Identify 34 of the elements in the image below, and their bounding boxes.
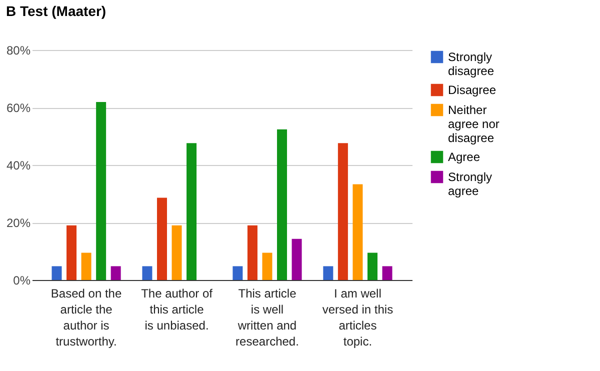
bar [110, 266, 121, 280]
bar [52, 266, 62, 280]
bar [382, 266, 392, 280]
y-tick-label: 40% [6, 158, 31, 172]
bar [81, 252, 92, 280]
bar [156, 198, 167, 280]
legend-label: Disagree [448, 83, 496, 97]
bar [338, 143, 348, 280]
y-tick-label: 60% [6, 101, 31, 115]
legend-label: Neither agree nor disagree [448, 103, 500, 145]
x-tick-label: I am well versed in this articles topic. [322, 286, 394, 348]
bar [292, 238, 302, 280]
chart-title: B Test (Maater) [6, 3, 106, 19]
x-tick-label: This article is well written and researched. [236, 286, 299, 348]
legend-label: Strongly agree [448, 170, 492, 198]
bar [66, 225, 77, 280]
legend-label: Strongly disagree [448, 50, 494, 78]
x-tick-label: Based on the article the author is trustworthy. [50, 286, 122, 348]
bar [262, 252, 272, 280]
y-tick-label: 80% [6, 44, 31, 58]
x-tick-label: The author of this article is unbiased. [141, 286, 214, 332]
bar [96, 102, 106, 280]
legend-label: Agree [448, 150, 480, 164]
bar [277, 129, 288, 280]
bar [232, 266, 243, 280]
y-tick-label: 20% [6, 216, 31, 230]
bar [367, 252, 378, 280]
bar [172, 225, 182, 280]
bar [352, 184, 363, 280]
bar [186, 143, 197, 280]
y-tick-label: 0% [13, 274, 31, 288]
bar [142, 266, 152, 280]
bar [323, 266, 334, 280]
bar [247, 225, 258, 280]
